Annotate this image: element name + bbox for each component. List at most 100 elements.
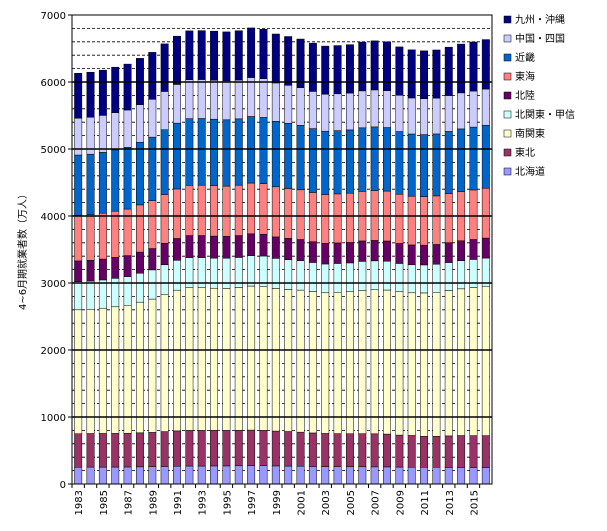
bar-segment (259, 430, 268, 466)
bar-segment (111, 306, 120, 434)
bar-segment (284, 188, 293, 239)
bar-segment (135, 301, 144, 434)
bar-segment (370, 126, 379, 191)
bar-segment (395, 291, 404, 436)
bar-segment (173, 289, 181, 432)
bar-segment (370, 40, 379, 91)
bar-segment (259, 29, 268, 79)
bar-segment (197, 184, 206, 236)
bar-segment (345, 129, 354, 194)
bar-segment (383, 90, 391, 128)
bar-segment (74, 260, 83, 282)
bar-segment (358, 90, 367, 129)
bar-segment (296, 125, 305, 191)
bar-segment (383, 260, 391, 291)
y-tick-label: 2000 (41, 346, 66, 357)
x-tick-label: 2013 (445, 490, 456, 515)
x-tick-label: 1987 (124, 490, 135, 515)
bar-segment (345, 262, 354, 292)
bar-segment (185, 118, 194, 186)
bar-segment (420, 196, 429, 246)
bar-segment (234, 184, 243, 236)
bar-segment (98, 279, 107, 309)
bar-segment (444, 131, 453, 195)
bar-segment (148, 200, 157, 249)
legend-label: 南関東 (515, 127, 545, 140)
bar-segment (123, 466, 132, 485)
bar-segment (407, 97, 416, 135)
bar-segment (457, 43, 466, 94)
bar-segment (432, 49, 441, 99)
bar-segment (383, 289, 391, 435)
bar-segment (259, 183, 268, 235)
bar-segment (98, 115, 107, 153)
bar-segment (234, 30, 243, 81)
y-tick-label: 5000 (41, 145, 66, 156)
x-tick-label: 1989 (148, 490, 159, 515)
bar-segment (74, 309, 83, 434)
bar-segment (333, 466, 342, 485)
bar-segment (407, 292, 416, 436)
bar-segment (271, 288, 280, 432)
bar-segment (308, 262, 317, 292)
bar-segment (432, 195, 441, 245)
bar-segment (432, 133, 441, 197)
bar-segment (481, 124, 490, 189)
bar-segment (420, 244, 429, 266)
bar-segment (98, 69, 107, 116)
bar-segment (345, 44, 354, 94)
bar-segment (296, 87, 305, 126)
bar-segment (160, 431, 169, 467)
bar-segment (481, 187, 490, 239)
bar-segment (457, 128, 466, 192)
bar-segment (247, 465, 256, 485)
bar-segment (395, 193, 404, 244)
bar-segment (296, 189, 305, 240)
bar-segment (308, 91, 317, 129)
bar-segment (74, 433, 83, 468)
legend-label: 九州・沖縄 (515, 13, 565, 26)
bar-segment (197, 465, 206, 485)
x-tick-label: 1993 (198, 490, 209, 515)
bar-segment (407, 195, 416, 246)
bar-segment (210, 465, 219, 485)
bar-segment (284, 238, 293, 260)
bar-segment (407, 264, 416, 294)
bar-segment (407, 49, 416, 99)
bar-segment (135, 251, 144, 274)
bar-segment (432, 291, 441, 437)
bar-segment (86, 280, 95, 310)
bar-segment (173, 35, 181, 85)
bar-segment (259, 117, 268, 184)
bar-segment (185, 287, 194, 431)
bar-segment (222, 465, 231, 485)
bar-segment (210, 118, 219, 186)
plot-area (72, 15, 492, 484)
legend-label: 東北 (515, 146, 535, 159)
bar-segment (222, 185, 231, 237)
bar-segment (432, 97, 441, 135)
bar-segment (160, 91, 169, 131)
x-tick-label: 2001 (297, 490, 308, 515)
bar-segment (173, 188, 181, 239)
bar-segment (444, 193, 453, 243)
bar-segment (74, 281, 83, 311)
bar-segment (481, 88, 490, 126)
bar-segment (234, 118, 243, 186)
bar-segment (333, 242, 342, 264)
bar-segment (148, 466, 157, 485)
bar-segment (358, 433, 367, 468)
bar-segment (271, 236, 280, 259)
bar-segment (197, 430, 206, 467)
bar-segment (271, 430, 280, 467)
legend-label: 中国・四国 (515, 32, 565, 45)
y-tick-label: 7000 (41, 11, 66, 22)
bar-segment (259, 255, 268, 287)
bar-segment (432, 436, 441, 468)
x-tick-label: 1983 (74, 490, 85, 515)
bar-segment (234, 430, 243, 467)
bar-segment (86, 466, 95, 485)
x-tick-label: 2003 (321, 490, 332, 515)
x-tick-label: 2015 (469, 490, 480, 515)
